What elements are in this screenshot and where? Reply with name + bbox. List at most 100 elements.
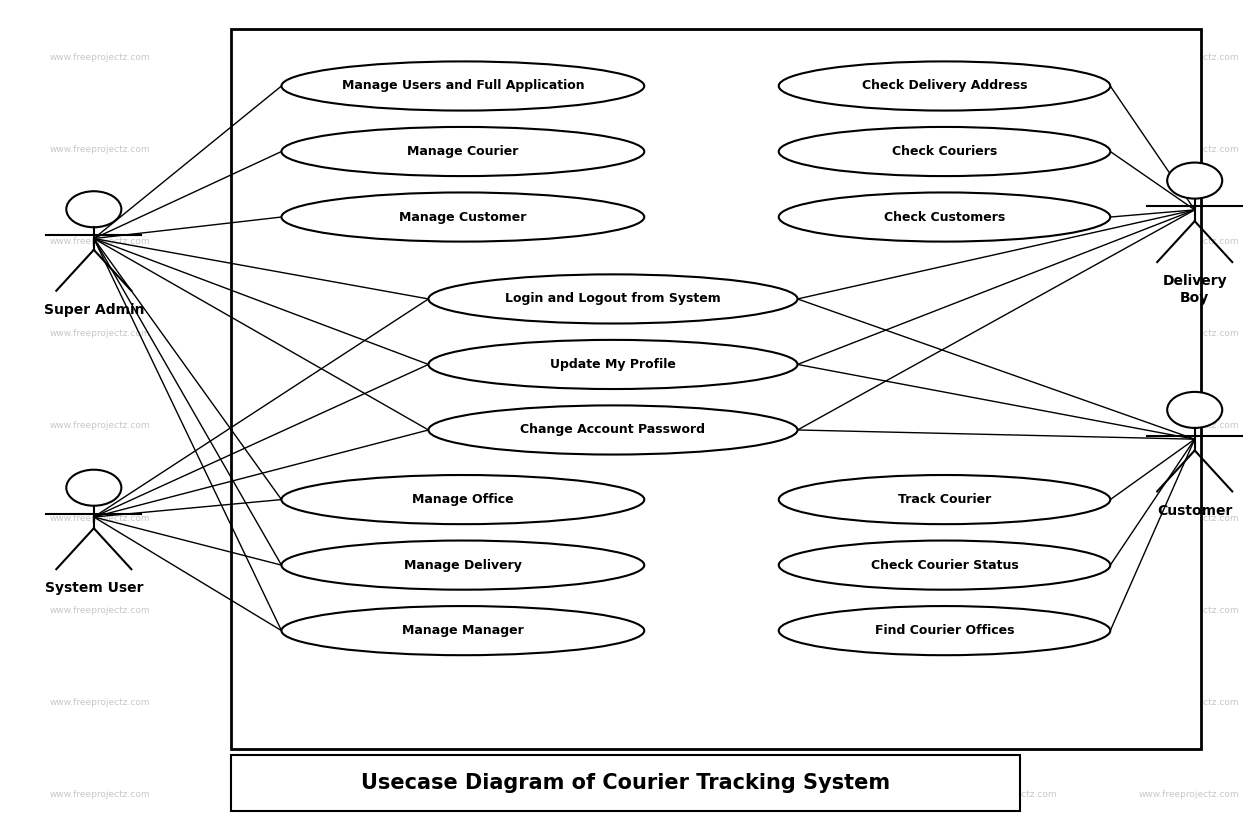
Text: www.freeprojectz.com: www.freeprojectz.com <box>957 514 1057 523</box>
Text: www.freeprojectz.com: www.freeprojectz.com <box>50 606 150 614</box>
Text: Usecase Diagram of Courier Tracking System: Usecase Diagram of Courier Tracking Syst… <box>362 773 889 793</box>
Ellipse shape <box>778 127 1111 176</box>
Circle shape <box>66 191 121 228</box>
Text: Customer: Customer <box>1157 504 1232 518</box>
Text: www.freeprojectz.com: www.freeprojectz.com <box>594 606 694 614</box>
Text: www.freeprojectz.com: www.freeprojectz.com <box>957 53 1057 61</box>
Ellipse shape <box>281 127 644 176</box>
Text: www.freeprojectz.com: www.freeprojectz.com <box>413 329 513 338</box>
Text: www.freeprojectz.com: www.freeprojectz.com <box>50 790 150 799</box>
Text: Change Account Password: Change Account Password <box>520 423 706 437</box>
Text: www.freeprojectz.com: www.freeprojectz.com <box>231 422 332 430</box>
Text: www.freeprojectz.com: www.freeprojectz.com <box>1138 145 1238 154</box>
Text: www.freeprojectz.com: www.freeprojectz.com <box>776 422 876 430</box>
Ellipse shape <box>428 274 798 324</box>
FancyBboxPatch shape <box>231 29 1201 749</box>
Text: www.freeprojectz.com: www.freeprojectz.com <box>776 329 876 338</box>
Ellipse shape <box>281 541 644 590</box>
Text: www.freeprojectz.com: www.freeprojectz.com <box>594 53 694 61</box>
Circle shape <box>1167 162 1222 199</box>
Text: Super Admin: Super Admin <box>44 303 144 317</box>
Text: www.freeprojectz.com: www.freeprojectz.com <box>413 790 513 799</box>
Circle shape <box>66 470 121 506</box>
Text: www.freeprojectz.com: www.freeprojectz.com <box>50 238 150 246</box>
Text: www.freeprojectz.com: www.freeprojectz.com <box>231 329 332 338</box>
Text: www.freeprojectz.com: www.freeprojectz.com <box>1138 514 1238 523</box>
Text: Update My Profile: Update My Profile <box>550 358 676 371</box>
Text: www.freeprojectz.com: www.freeprojectz.com <box>1138 606 1238 614</box>
Ellipse shape <box>281 606 644 655</box>
Text: www.freeprojectz.com: www.freeprojectz.com <box>957 238 1057 246</box>
Text: www.freeprojectz.com: www.freeprojectz.com <box>1138 790 1238 799</box>
Text: www.freeprojectz.com: www.freeprojectz.com <box>413 422 513 430</box>
Text: Manage Users and Full Application: Manage Users and Full Application <box>342 79 584 93</box>
Text: Manage Delivery: Manage Delivery <box>404 559 522 572</box>
Ellipse shape <box>428 340 798 389</box>
Text: www.freeprojectz.com: www.freeprojectz.com <box>413 606 513 614</box>
Text: www.freeprojectz.com: www.freeprojectz.com <box>413 145 513 154</box>
Text: www.freeprojectz.com: www.freeprojectz.com <box>776 790 876 799</box>
Ellipse shape <box>778 475 1111 524</box>
Text: www.freeprojectz.com: www.freeprojectz.com <box>50 329 150 338</box>
Text: Check Couriers: Check Couriers <box>892 145 997 158</box>
Text: www.freeprojectz.com: www.freeprojectz.com <box>776 238 876 246</box>
Text: www.freeprojectz.com: www.freeprojectz.com <box>231 514 332 523</box>
Text: Delivery
Boy: Delivery Boy <box>1162 274 1227 305</box>
Text: www.freeprojectz.com: www.freeprojectz.com <box>776 53 876 61</box>
Ellipse shape <box>778 192 1111 242</box>
Ellipse shape <box>778 541 1111 590</box>
Text: www.freeprojectz.com: www.freeprojectz.com <box>776 145 876 154</box>
Text: www.freeprojectz.com: www.freeprojectz.com <box>231 53 332 61</box>
Text: Check Delivery Address: Check Delivery Address <box>862 79 1027 93</box>
Text: www.freeprojectz.com: www.freeprojectz.com <box>594 514 694 523</box>
Text: www.freeprojectz.com: www.freeprojectz.com <box>231 606 332 614</box>
Text: www.freeprojectz.com: www.freeprojectz.com <box>413 53 513 61</box>
Text: www.freeprojectz.com: www.freeprojectz.com <box>957 329 1057 338</box>
Text: www.freeprojectz.com: www.freeprojectz.com <box>776 606 876 614</box>
Text: www.freeprojectz.com: www.freeprojectz.com <box>50 698 150 707</box>
Text: www.freeprojectz.com: www.freeprojectz.com <box>50 514 150 523</box>
Text: www.freeprojectz.com: www.freeprojectz.com <box>594 145 694 154</box>
Text: www.freeprojectz.com: www.freeprojectz.com <box>50 145 150 154</box>
Text: www.freeprojectz.com: www.freeprojectz.com <box>594 790 694 799</box>
Text: Check Customers: Check Customers <box>884 210 1005 224</box>
Text: www.freeprojectz.com: www.freeprojectz.com <box>231 238 332 246</box>
Text: www.freeprojectz.com: www.freeprojectz.com <box>957 698 1057 707</box>
Text: Track Courier: Track Courier <box>898 493 991 506</box>
Ellipse shape <box>281 192 644 242</box>
Text: www.freeprojectz.com: www.freeprojectz.com <box>413 238 513 246</box>
Text: Manage Customer: Manage Customer <box>399 210 527 224</box>
Text: www.freeprojectz.com: www.freeprojectz.com <box>594 422 694 430</box>
Ellipse shape <box>281 475 644 524</box>
Text: www.freeprojectz.com: www.freeprojectz.com <box>231 698 332 707</box>
Text: www.freeprojectz.com: www.freeprojectz.com <box>1138 53 1238 61</box>
Text: www.freeprojectz.com: www.freeprojectz.com <box>957 790 1057 799</box>
Text: www.freeprojectz.com: www.freeprojectz.com <box>413 514 513 523</box>
Text: Login and Logout from System: Login and Logout from System <box>505 292 721 305</box>
Text: www.freeprojectz.com: www.freeprojectz.com <box>231 145 332 154</box>
Text: www.freeprojectz.com: www.freeprojectz.com <box>594 329 694 338</box>
Text: www.freeprojectz.com: www.freeprojectz.com <box>957 606 1057 614</box>
Text: www.freeprojectz.com: www.freeprojectz.com <box>50 53 150 61</box>
Text: www.freeprojectz.com: www.freeprojectz.com <box>776 514 876 523</box>
Text: www.freeprojectz.com: www.freeprojectz.com <box>594 238 694 246</box>
Text: Find Courier Offices: Find Courier Offices <box>874 624 1015 637</box>
Ellipse shape <box>428 405 798 455</box>
Text: www.freeprojectz.com: www.freeprojectz.com <box>413 698 513 707</box>
Text: Manage Office: Manage Office <box>412 493 514 506</box>
Text: www.freeprojectz.com: www.freeprojectz.com <box>231 790 332 799</box>
Ellipse shape <box>281 61 644 111</box>
Text: Manage Manager: Manage Manager <box>402 624 524 637</box>
Ellipse shape <box>778 606 1111 655</box>
Text: System User: System User <box>45 581 143 595</box>
Text: www.freeprojectz.com: www.freeprojectz.com <box>50 422 150 430</box>
FancyBboxPatch shape <box>231 755 1020 811</box>
Text: Check Courier Status: Check Courier Status <box>871 559 1018 572</box>
Text: www.freeprojectz.com: www.freeprojectz.com <box>594 698 694 707</box>
Text: www.freeprojectz.com: www.freeprojectz.com <box>1138 238 1238 246</box>
Text: www.freeprojectz.com: www.freeprojectz.com <box>1138 698 1238 707</box>
Text: www.freeprojectz.com: www.freeprojectz.com <box>957 422 1057 430</box>
Text: www.freeprojectz.com: www.freeprojectz.com <box>1138 422 1238 430</box>
Ellipse shape <box>778 61 1111 111</box>
Text: www.freeprojectz.com: www.freeprojectz.com <box>957 145 1057 154</box>
